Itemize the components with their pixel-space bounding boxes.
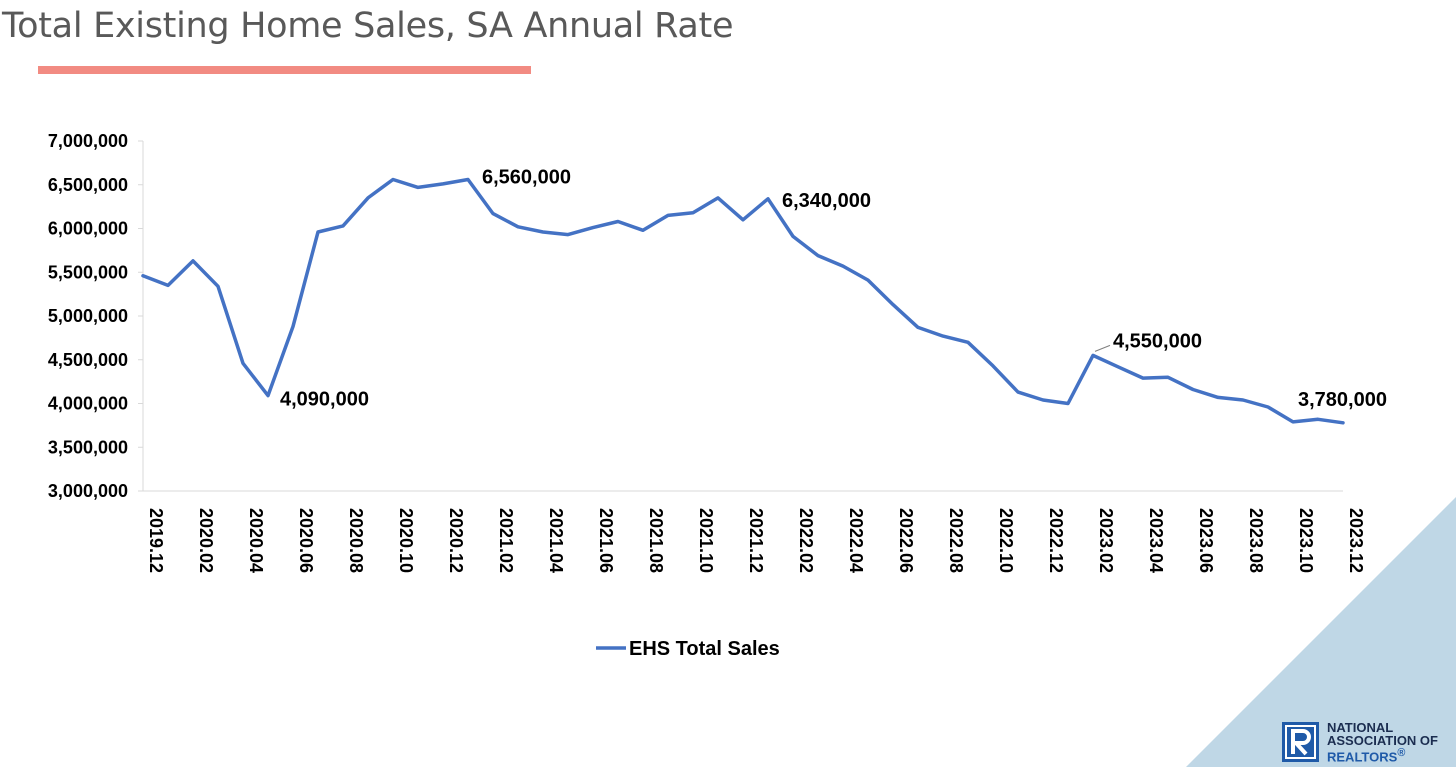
data-label: 6,340,000 (782, 190, 871, 212)
x-tick-label: 2021.06 (596, 508, 616, 573)
title-underline (38, 66, 531, 74)
data-label: 3,780,000 (1298, 389, 1387, 411)
x-tick-label: 2022.06 (896, 508, 916, 573)
x-tick-label: 2020.02 (196, 508, 216, 573)
y-tick-label: 3,000,000 (48, 481, 128, 501)
y-tick-label: 6,000,000 (48, 219, 128, 239)
y-tick-label: 3,500,000 (48, 437, 128, 457)
y-tick-label: 7,000,000 (48, 131, 128, 151)
x-tick-label: 2022.12 (1046, 508, 1066, 573)
y-tick-label: 4,500,000 (48, 350, 128, 370)
x-axis: 2019.12 2020.02 2020.04 2020.06 2020.08 2020.… (143, 490, 1366, 573)
x-tick-label: 2023.10 (1296, 508, 1316, 573)
logo-text: NATIONAL ASSOCIATION OF REALTORS® (1327, 721, 1438, 763)
x-tick-label: 2021.10 (696, 508, 716, 573)
legend-label: EHS Total Sales (629, 638, 780, 660)
x-tick-label: 2022.02 (796, 508, 816, 573)
x-tick-label: 2020.08 (346, 508, 366, 573)
x-tick-label: 2020.06 (296, 508, 316, 573)
y-tick-label: 6,500,000 (48, 175, 128, 195)
x-tick-label: 2021.02 (496, 508, 516, 573)
x-tick-label: 2021.08 (646, 508, 666, 573)
y-tick-label: 5,000,000 (48, 306, 128, 326)
x-tick-label: 2023.04 (1146, 508, 1166, 573)
x-tick-label: 2023.06 (1196, 508, 1216, 573)
data-label: 6,560,000 (482, 167, 571, 189)
y-tick-label: 5,500,000 (48, 262, 128, 282)
logo-line-3: REALTORS (1327, 749, 1398, 765)
x-tick-label: 2022.08 (946, 508, 966, 573)
data-label: 4,090,000 (280, 389, 369, 411)
data-label: 4,550,000 (1113, 330, 1202, 352)
data-label-leader (1094, 344, 1111, 352)
y-tick-label: 4,000,000 (48, 394, 128, 414)
logo-line-1: NATIONAL (1327, 720, 1394, 735)
x-tick-label: 2023.02 (1096, 508, 1116, 573)
realtor-r-icon (1282, 722, 1319, 763)
series-ehs-total-sales (141, 177, 1345, 425)
x-tick-label: 2020.12 (446, 508, 466, 573)
x-tick-label: 2022.10 (996, 508, 1016, 573)
x-tick-label: 2023.08 (1246, 508, 1266, 573)
x-tick-label: 2019.12 (146, 508, 166, 573)
y-axis: 3,000,000 3,500,000 4,000,000 4,500,000 5,00… (48, 131, 144, 501)
nar-logo: NATIONAL ASSOCIATION OF REALTORS® (1282, 721, 1438, 763)
data-labels: 4,090,000 6,560,000 6,340,000 4,550,000 3,78… (280, 167, 1387, 411)
x-tick-label: 2023.12 (1346, 508, 1366, 573)
chart-title: Total Existing Home Sales, SA Annual Rat… (2, 6, 734, 46)
x-tick-label: 2021.12 (746, 508, 766, 573)
series-line (141, 177, 1345, 425)
x-tick-label: 2020.10 (396, 508, 416, 573)
x-tick-label: 2021.04 (546, 508, 566, 573)
registered-mark: ® (1397, 747, 1406, 759)
x-tick-label: 2020.04 (246, 508, 266, 573)
legend: EHS Total Sales (596, 638, 780, 660)
x-tick-label: 2022.04 (846, 508, 866, 573)
logo-line-2: ASSOCIATION OF (1327, 733, 1438, 748)
